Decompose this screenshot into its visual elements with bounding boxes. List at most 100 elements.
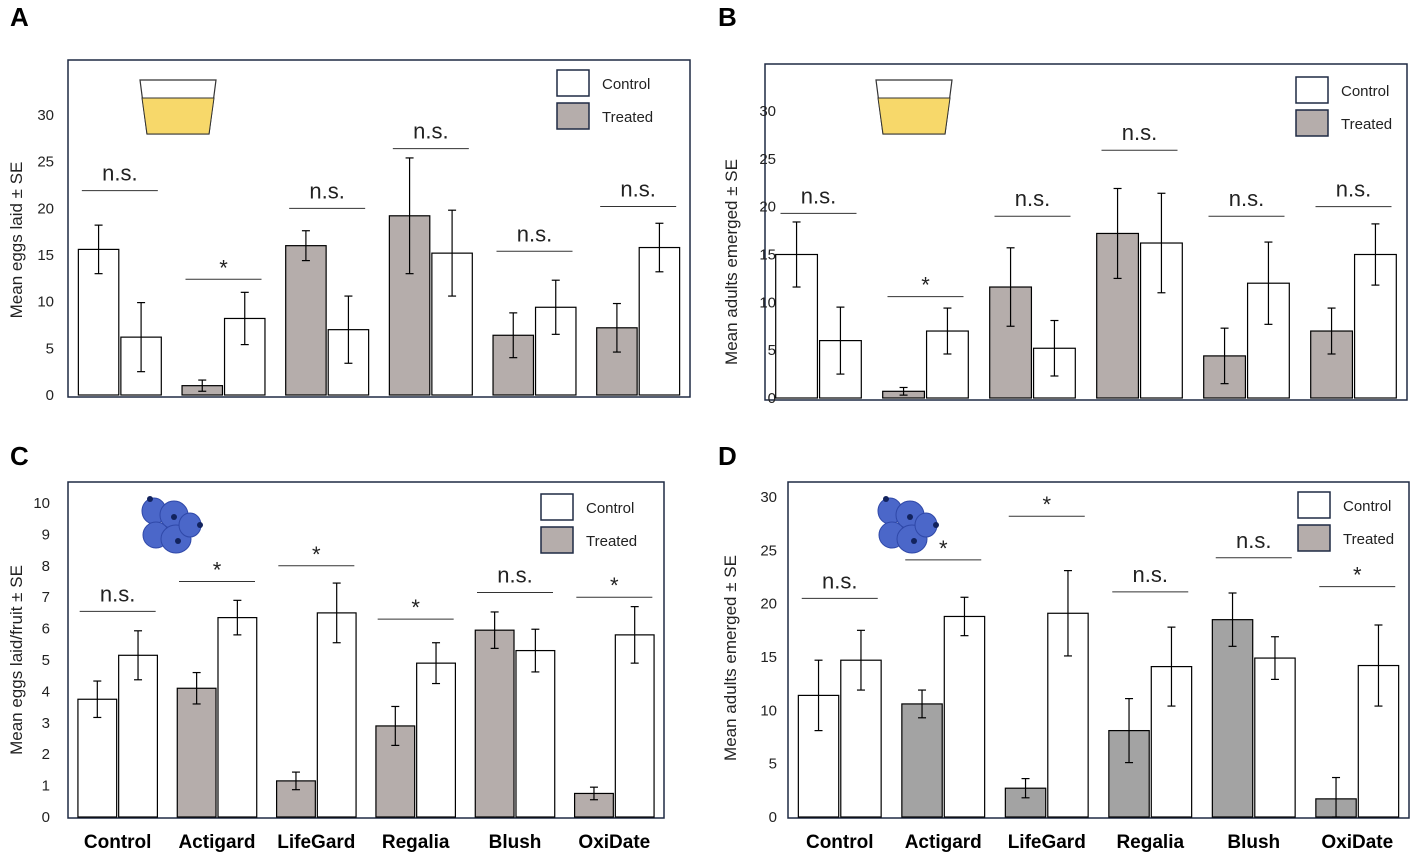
blueberry-icon (141, 496, 203, 554)
x-tick-label-actigard: Actigard (905, 832, 982, 853)
y-tick-label: 1 (42, 778, 50, 795)
legend-swatch-control (1297, 491, 1331, 519)
y-tick-label: 15 (759, 247, 776, 264)
bar-c-blush-left (474, 629, 515, 818)
y-axis-label-d: Mean adults emerged ± SE (721, 555, 740, 761)
significance-label: n.s. (309, 178, 344, 203)
y-axis-label-a: Mean eggs laid ± SE (7, 162, 26, 319)
bar-c-regalia-right (416, 662, 457, 818)
blueberry-icon (877, 496, 939, 554)
significance-label: * (921, 273, 930, 298)
legend-b: Control Treated (1295, 76, 1392, 137)
cup-liquid (877, 97, 951, 135)
significance-label: * (1353, 563, 1362, 588)
significance-label: n.s. (620, 176, 655, 201)
x-tick-label-lifegard: LifeGard (277, 832, 355, 853)
y-tick-label: 0 (768, 390, 776, 407)
legend-label-treated: Treated (586, 533, 637, 550)
legend-label-treated: Treated (602, 109, 653, 126)
cup-icon (139, 79, 217, 135)
blueberry-calyx-3 (175, 538, 181, 544)
bar-d-blush-right (1254, 657, 1296, 818)
significance-label: n.s. (801, 183, 836, 208)
y-tick-label: 0 (46, 387, 54, 404)
legend-label-control: Control (602, 76, 650, 93)
significance-label: * (312, 542, 321, 567)
significance-label: n.s. (1133, 562, 1168, 587)
y-tick-label: 5 (46, 340, 54, 357)
blueberry-calyx-2 (171, 514, 177, 520)
significance-label: n.s. (1229, 186, 1264, 211)
y-tick-label: 4 (42, 683, 50, 700)
bar-d-actigard-left (901, 703, 943, 818)
significance-label: * (219, 255, 228, 280)
y-tick-label: 25 (37, 154, 54, 171)
significance-label: n.s. (1336, 177, 1371, 202)
legend-d: Control Treated (1297, 491, 1394, 552)
y-tick-label: 2 (42, 746, 50, 763)
legend-swatch-treated (556, 102, 590, 130)
x-tick-label-oxidate: OxiDate (578, 832, 650, 853)
y-tick-label: 10 (760, 702, 777, 719)
panel-a: A 0 5 10 15 20 25 30 Mean eggs laid ± SE n.s. * n.s… (7, 2, 691, 404)
significance-label: n.s. (100, 581, 135, 606)
bar-c-actigard-left (176, 687, 217, 818)
y-tick-label: 3 (42, 715, 50, 732)
legend-swatch-treated (1295, 109, 1329, 137)
plot-frame-a (67, 59, 691, 398)
legend-swatch-control (540, 493, 574, 521)
y-tick-label: 15 (760, 649, 777, 666)
y-tick-label: 25 (759, 151, 776, 168)
panel-d: D 0 5 10 15 20 25 30 Mean adults emerged ± SE n.s… (718, 441, 1410, 853)
blueberry-calyx-4 (197, 522, 203, 528)
y-tick-label: 5 (768, 342, 776, 359)
y-tick-label: 20 (37, 200, 54, 217)
legend-c: Control Treated (540, 493, 637, 554)
panel-label-c: C (10, 441, 29, 471)
blueberry-calyx-1 (147, 496, 153, 502)
panel-b: B 0 5 10 15 20 25 30 Mean adults emerged ± SE n.s… (718, 2, 1408, 407)
significance-label: n.s. (1015, 186, 1050, 211)
blueberry-calyx-2 (907, 514, 913, 520)
y-tick-label: 30 (37, 107, 54, 124)
significance-label: n.s. (517, 221, 552, 246)
legend-swatch-treated (1297, 524, 1331, 552)
plot-frame-b (764, 63, 1408, 401)
blueberry-calyx-1 (883, 496, 889, 502)
significance-label: n.s. (413, 119, 448, 144)
legend-label-treated: Treated (1341, 116, 1392, 133)
significance-label: n.s. (497, 562, 532, 587)
plot-frame-d (787, 481, 1410, 819)
significance-label: * (1042, 492, 1051, 517)
y-axis-label-c: Mean eggs laid/fruit ± SE (7, 565, 26, 755)
bar-c-regalia-left (375, 725, 416, 818)
cup-icon (875, 79, 953, 135)
significance-label: n.s. (1122, 120, 1157, 145)
y-tick-label: 0 (769, 809, 777, 826)
legend-label-treated: Treated (1343, 531, 1394, 548)
y-tick-label: 10 (37, 294, 54, 311)
y-tick-label: 20 (759, 199, 776, 216)
y-tick-label: 10 (759, 294, 776, 311)
bar-c-control-left (77, 698, 118, 818)
x-tick-label-blush: Blush (489, 832, 542, 853)
y-tick-label: 10 (33, 495, 50, 512)
significance-label: * (610, 573, 619, 598)
significance-label: n.s. (1236, 528, 1271, 553)
legend-swatch-treated (540, 526, 574, 554)
significance-label: n.s. (102, 161, 137, 186)
bar-a-lifegard-left (285, 245, 327, 396)
x-tick-label-blush: Blush (1227, 832, 1280, 853)
bar-c-lifegard-right (316, 612, 357, 818)
legend-label-control: Control (1341, 83, 1389, 100)
blueberry-calyx-4 (933, 522, 939, 528)
x-tick-label-regalia: Regalia (382, 832, 450, 853)
x-tick-label-control: Control (806, 832, 874, 853)
significance-label: * (411, 595, 420, 620)
x-tick-label-control: Control (84, 832, 152, 853)
y-tick-label: 8 (42, 558, 50, 575)
significance-label: * (213, 558, 222, 583)
panel-label-a: A (10, 2, 29, 32)
bar-c-actigard-right (217, 617, 258, 818)
